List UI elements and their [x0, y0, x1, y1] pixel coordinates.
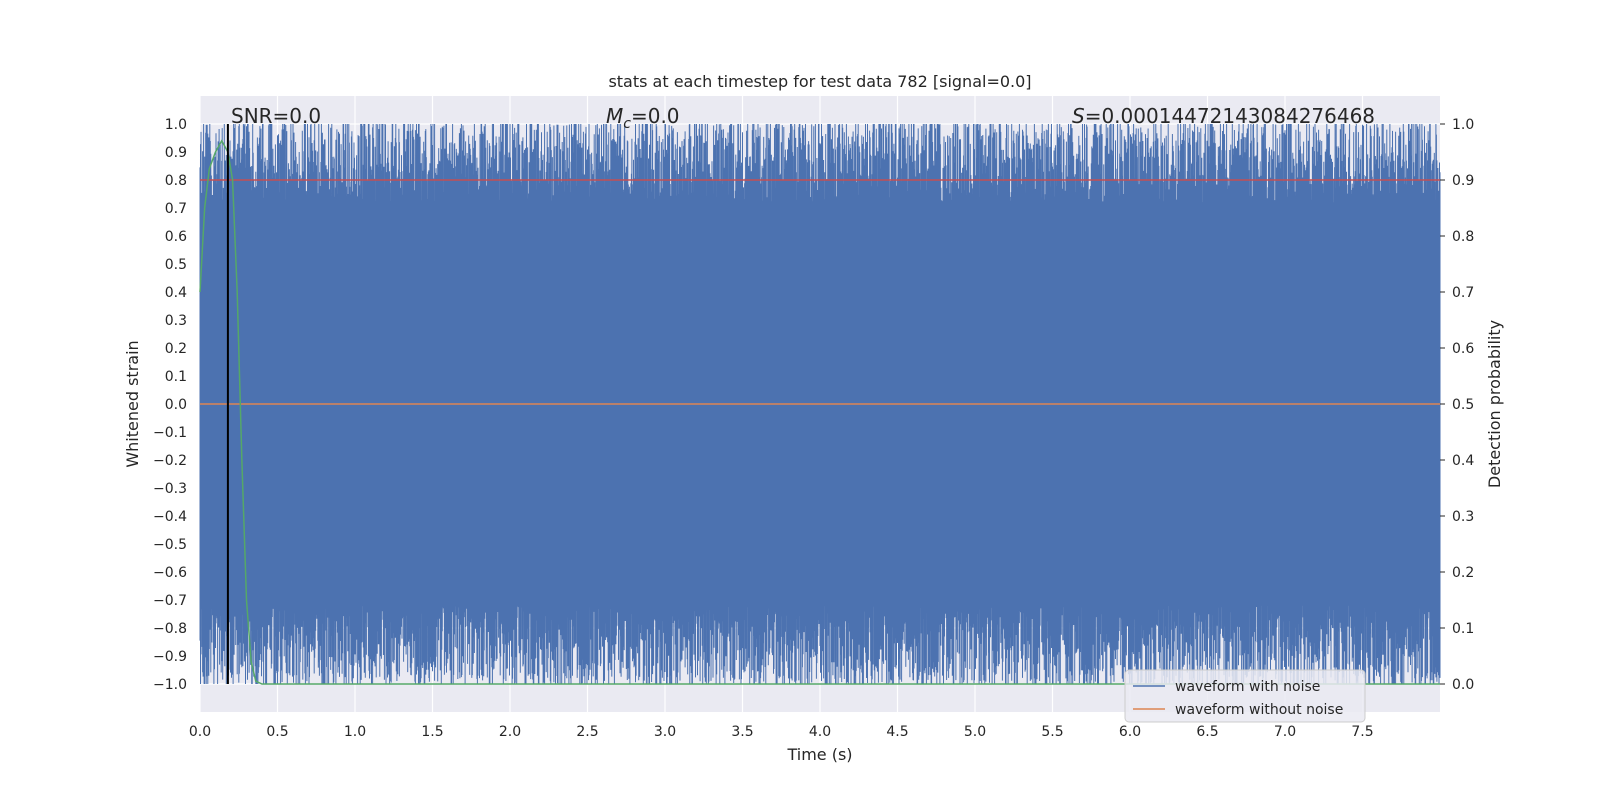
detection-probability-line — [199, 139, 1440, 685]
x-axis-label: Time (s) — [786, 745, 852, 764]
y-tick-label: −0.4 — [153, 509, 187, 525]
y-tick-label: 0.8 — [165, 173, 187, 189]
s-symbol: S — [1072, 104, 1085, 128]
x-tick-label: 0.0 — [189, 724, 211, 740]
y-right-tick-label: 0.0 — [1452, 677, 1474, 693]
x-tick-label: 6.5 — [1196, 724, 1218, 740]
y-tick-label: −0.7 — [153, 593, 187, 609]
x-tick-label: 5.5 — [1041, 724, 1063, 740]
x-tick-label: 7.0 — [1274, 724, 1296, 740]
y-tick-label: 0.0 — [165, 397, 187, 413]
y-tick-label: −0.5 — [153, 537, 187, 553]
legend: waveform with noise waveform without noi… — [1124, 669, 1366, 723]
mc-symbol: M — [606, 104, 623, 128]
y-tick-label: 0.4 — [165, 285, 187, 301]
y-right-tick-label: 0.8 — [1452, 229, 1474, 245]
x-tick-label: 3.0 — [654, 724, 676, 740]
y-tick-label: −0.9 — [153, 649, 187, 665]
noise-line — [199, 123, 1441, 685]
y-right-tick-labels: 1.0 0.9 0.8 0.7 0.6 0.5 0.4 0.3 0.2 0.1 0.0 — [1440, 117, 1474, 693]
x-tick-label: 0.5 — [266, 724, 288, 740]
y-right-tick-label: 0.1 — [1452, 621, 1474, 637]
y-right-tick-label: 0.6 — [1452, 341, 1474, 357]
y-tick-label: 0.2 — [165, 341, 187, 357]
y-right-tick-label: 0.7 — [1452, 285, 1474, 301]
y-tick-label: 0.1 — [165, 369, 187, 385]
y-right-axis-label: Detection probability — [1485, 320, 1504, 488]
y-right-tick-label: 0.2 — [1452, 565, 1474, 581]
legend-label-noise: waveform with noise — [1175, 679, 1320, 695]
x-tick-label: 7.5 — [1351, 724, 1373, 740]
y-tick-label: −0.2 — [153, 453, 187, 469]
legend-box — [1124, 669, 1366, 723]
x-tick-labels: 0.0 0.5 1.0 1.5 2.0 2.5 3.0 3.5 4.0 4.5 5.0 5.5 6.0 6… — [189, 724, 1374, 740]
y-right-tick-label: 1.0 — [1452, 117, 1474, 133]
mc-annotation: Mc=0.0 — [606, 104, 680, 132]
mc-subscript: c — [623, 116, 631, 132]
y-tick-label: −0.1 — [153, 425, 187, 441]
line-series — [199, 124, 1440, 685]
x-tick-label: 2.5 — [576, 724, 598, 740]
y-tick-label: 0.3 — [165, 313, 187, 329]
s-annotation: S=0.00014472143084276468 — [1072, 104, 1375, 128]
y-tick-label: 0.6 — [165, 229, 187, 245]
chart-title: stats at each timestep for test data 782… — [608, 72, 1031, 91]
y-tick-labels: 1.0 0.9 0.8 0.7 0.6 0.5 0.4 0.3 0.2 0.1 0.0 −0.1 −0.… — [153, 117, 187, 693]
x-tick-label: 4.5 — [886, 724, 908, 740]
x-tick-label: 2.0 — [499, 724, 521, 740]
y-tick-label: −0.6 — [153, 565, 187, 581]
x-tick-label: 1.0 — [344, 724, 366, 740]
y-axis-label: Whitened strain — [123, 340, 142, 467]
s-value: =0.00014472143084276468 — [1085, 104, 1375, 128]
snr-annotation: SNR=0.0 — [231, 104, 321, 128]
x-tick-label: 1.5 — [421, 724, 443, 740]
y-tick-label: 0.9 — [165, 145, 187, 161]
mc-value: =0.0 — [631, 104, 680, 128]
y-tick-label: −0.8 — [153, 621, 187, 637]
y-tick-label: 0.5 — [165, 257, 187, 273]
y-right-tick-label: 0.5 — [1452, 397, 1474, 413]
y-tick-label: −1.0 — [153, 677, 187, 693]
x-tick-label: 4.0 — [809, 724, 831, 740]
legend-label-clean: waveform without noise — [1175, 702, 1343, 718]
y-right-tick-label: 0.3 — [1452, 509, 1474, 525]
y-tick-label: −0.3 — [153, 481, 187, 497]
y-tick-label: 1.0 — [165, 117, 187, 133]
y-tick-label: 0.7 — [165, 201, 187, 217]
x-tick-label: 3.5 — [731, 724, 753, 740]
y-right-tick-label: 0.4 — [1452, 453, 1474, 469]
x-tick-label: 5.0 — [964, 724, 986, 740]
y-right-tick-label: 0.9 — [1452, 173, 1474, 189]
x-tick-label: 6.0 — [1119, 724, 1141, 740]
